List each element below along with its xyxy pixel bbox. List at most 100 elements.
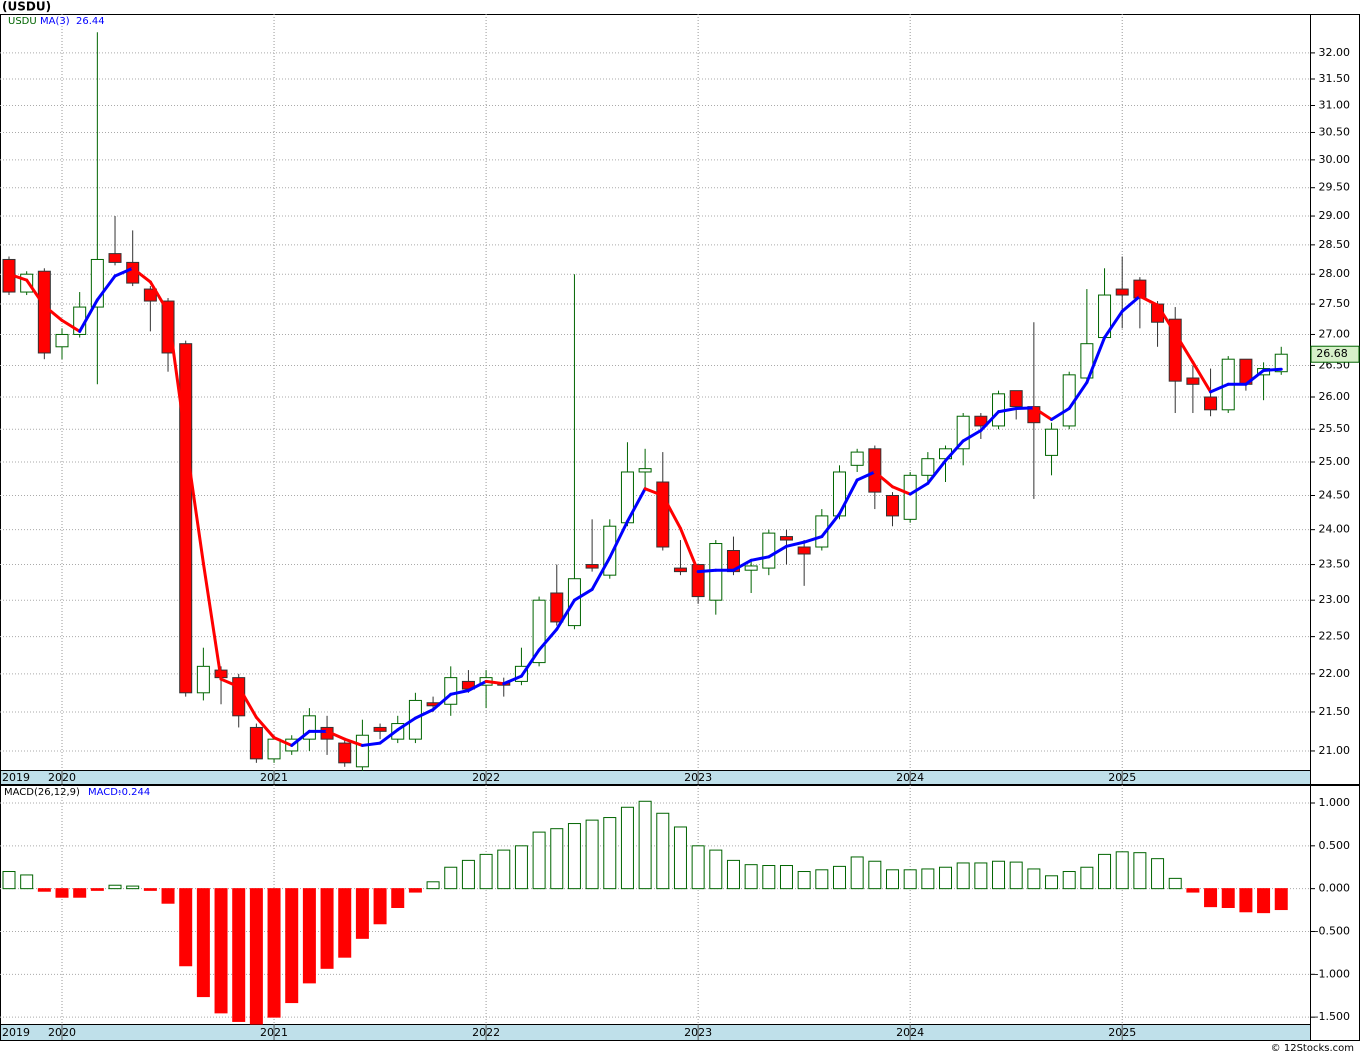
candle-body	[267, 738, 281, 760]
chart-title: (USDU)	[2, 0, 51, 14]
y-tick-label: 0.000	[1319, 882, 1351, 895]
last-price: 26.68	[1316, 347, 1348, 360]
y-tick-label: 27.50	[1319, 297, 1351, 310]
macd-bar	[815, 869, 829, 890]
ma-line	[148, 280, 170, 314]
macd-bar	[1151, 858, 1165, 890]
macd-bar	[709, 849, 723, 890]
macd-bar	[567, 823, 581, 890]
macd-bar	[1133, 852, 1147, 890]
candle-body	[762, 532, 776, 569]
ma-line	[95, 274, 117, 302]
candle-body	[1080, 343, 1094, 379]
macd-value: -0.244	[118, 787, 150, 798]
candle-body	[832, 471, 846, 517]
macd-bar	[126, 885, 140, 890]
y-tick-label: 30.50	[1319, 125, 1351, 138]
candle-body	[850, 451, 864, 466]
macd-bar	[673, 826, 687, 890]
macd-bar	[886, 869, 899, 890]
candle-body	[143, 288, 157, 302]
macd-bar	[196, 888, 210, 998]
macd-bar	[585, 819, 599, 890]
ma-line	[413, 708, 435, 720]
macd-bar	[1045, 875, 1059, 890]
y-tick-label: 0.500	[1319, 839, 1351, 852]
x-tick-label: 2019	[2, 1026, 30, 1039]
macd-bar	[762, 865, 776, 890]
ma-line	[590, 556, 612, 591]
y-tick-label: 25.50	[1319, 422, 1351, 435]
ma-line	[25, 278, 46, 308]
macd-bar	[1098, 853, 1112, 890]
y-tick-label: 1.000	[1319, 796, 1351, 809]
ma-line	[1173, 331, 1195, 364]
ma-line	[131, 266, 152, 284]
ma-line	[78, 298, 99, 333]
macd-bar	[992, 860, 1006, 890]
macd-bar	[974, 862, 988, 890]
candle-body	[638, 468, 652, 473]
y-tick-label: 30.00	[1319, 153, 1351, 166]
x-tick-label: 2021	[260, 771, 288, 784]
ma-line	[749, 555, 771, 562]
candle-body	[815, 515, 829, 548]
ma-line	[7, 272, 29, 282]
macd-bar	[603, 817, 617, 890]
macd-bar	[921, 868, 935, 890]
y-tick-label: 26.00	[1319, 390, 1351, 403]
x-tick-label: 2022	[472, 1026, 500, 1039]
ma-line	[113, 266, 135, 278]
macd-bar	[355, 888, 369, 939]
ma-line	[661, 493, 682, 530]
macd-bar	[1009, 861, 1023, 890]
ma-line	[1262, 367, 1283, 372]
macd-bar	[373, 888, 387, 925]
ma-line	[325, 729, 347, 741]
axis-area	[1310, 14, 1360, 785]
y-tick-label: 21.00	[1319, 744, 1351, 757]
y-tick-label: 22.50	[1319, 630, 1351, 643]
macd-bar	[55, 888, 69, 898]
ma-line	[731, 558, 753, 572]
candle-body	[921, 458, 935, 476]
macd-bar	[1027, 868, 1041, 890]
ma-line	[431, 692, 453, 712]
ma-line	[1120, 294, 1142, 313]
ma-line	[1191, 360, 1213, 394]
macd-bar	[1168, 877, 1182, 890]
macd-bar	[1221, 888, 1235, 908]
macd-bar	[338, 888, 352, 958]
candle-body	[37, 270, 51, 354]
footer: © 12Stocks.com	[1271, 1043, 1354, 1054]
macd-bar	[832, 865, 846, 890]
macd-bar	[532, 831, 546, 890]
panel-title: MACD(26,12,9)	[4, 787, 80, 798]
macd-bar	[461, 859, 475, 890]
candle-body	[532, 599, 546, 664]
ma-line	[855, 470, 877, 482]
y-tick-label: -0.500	[1315, 924, 1350, 937]
candle-body	[373, 726, 387, 732]
candle-body	[886, 494, 899, 517]
plot-area	[0, 14, 1311, 771]
ma-line	[678, 526, 700, 574]
y-tick-label: 31.00	[1319, 99, 1351, 112]
macd-bar	[939, 866, 953, 890]
candle-body	[338, 742, 352, 764]
macd-bar	[37, 888, 51, 892]
macd-bar	[408, 888, 422, 893]
ma-line	[378, 728, 400, 745]
macd-bar	[302, 888, 316, 984]
last-price-box	[1310, 345, 1360, 363]
y-tick-label: 31.50	[1319, 72, 1351, 85]
ma-line	[961, 428, 983, 443]
macd-bar	[497, 849, 511, 890]
ma-line	[502, 674, 523, 686]
candle-body	[1186, 377, 1200, 385]
ma-line	[219, 677, 241, 689]
y-tick-label: 32.00	[1319, 46, 1351, 59]
ma-line	[1244, 368, 1266, 386]
y-tick-label: -1.500	[1315, 1010, 1350, 1023]
